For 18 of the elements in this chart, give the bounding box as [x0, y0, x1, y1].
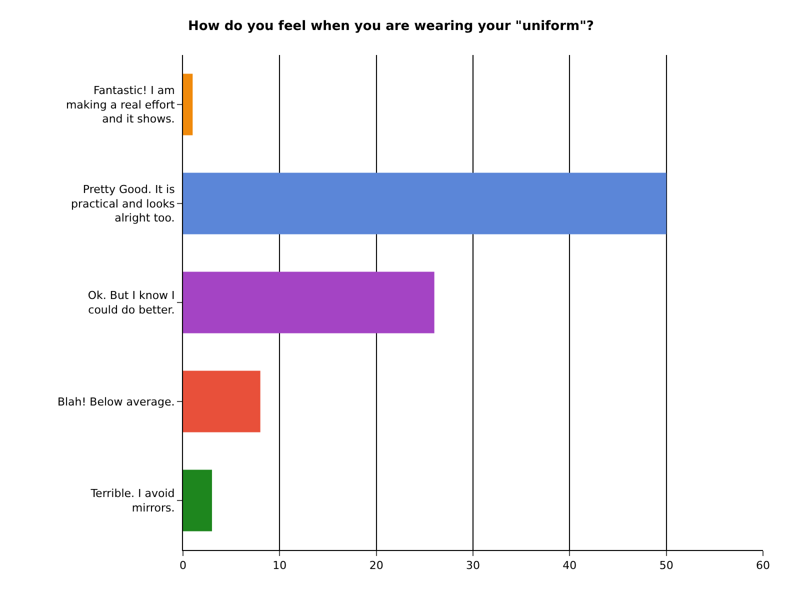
bar — [183, 470, 212, 532]
chart-title: How do you feel when you are wearing your "uniform"? — [188, 19, 594, 34]
x-tick-label: 10 — [272, 559, 287, 572]
y-tick-label: Fantastic! I am making a real effort and it shows. — [66, 84, 176, 126]
x-tick-label: 40 — [562, 559, 577, 572]
x-tick-label: 20 — [369, 559, 384, 572]
x-tick-label: 0 — [180, 559, 186, 572]
bar — [183, 272, 434, 334]
x-tick-label: 30 — [466, 559, 480, 572]
y-tick-label: Ok. But I know I could do better. — [88, 289, 175, 316]
bar — [183, 370, 260, 432]
bar — [183, 74, 193, 136]
y-tick-label: Terrible. I avoid mirrors. — [90, 487, 175, 514]
y-tick-label: Blah! Below average. — [57, 395, 175, 408]
x-tick-label: 50 — [659, 559, 674, 572]
bar — [183, 172, 666, 234]
y-tick-label: Pretty Good. It is practical and looks alright too. — [70, 183, 176, 225]
x-tick-label: 60 — [756, 559, 770, 572]
